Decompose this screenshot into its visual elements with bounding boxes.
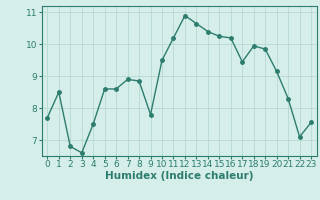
X-axis label: Humidex (Indice chaleur): Humidex (Indice chaleur): [105, 171, 253, 181]
